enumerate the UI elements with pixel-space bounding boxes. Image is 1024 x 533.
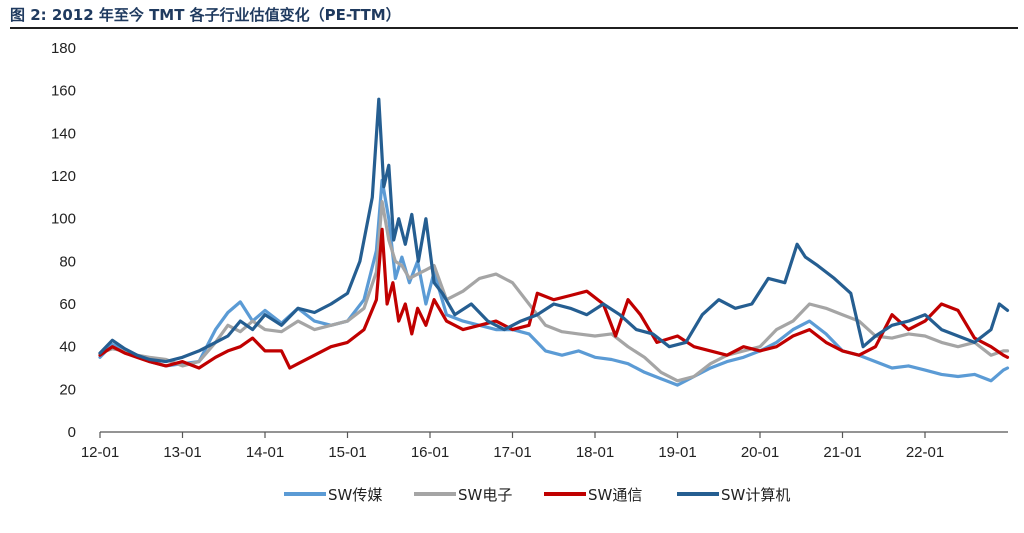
x-axis-ticks: 12-01 13-01 14-01 15-01 16-01 17-01 18-01 19-01…	[81, 432, 944, 461]
legend-label: SW计算机	[721, 486, 790, 504]
y-tick-label: 180	[51, 40, 76, 57]
y-tick-label: 80	[59, 253, 76, 270]
x-tick-label: 19-01	[658, 444, 696, 461]
legend-label: SW通信	[588, 486, 642, 504]
x-tick-label: 15-01	[328, 444, 366, 461]
title-rule	[10, 27, 1018, 29]
x-tick-label: 22-01	[906, 444, 944, 461]
series-line-0	[98, 178, 1010, 387]
figure-title: 图 2: 2012 年至今 TMT 各子行业估值变化（PE-TTM）	[10, 6, 401, 24]
x-tick-label: 20-01	[741, 444, 779, 461]
x-tick-label: 21-01	[823, 444, 861, 461]
x-tick-label: 12-01	[81, 444, 119, 461]
x-tick-label: 13-01	[163, 444, 201, 461]
y-tick-label: 60	[59, 296, 76, 313]
legend: SW传媒 SW电子 SW通信 SW计算机	[284, 486, 790, 504]
y-tick-label: 20	[59, 381, 76, 398]
y-tick-label: 140	[51, 125, 76, 142]
x-tick-label: 16-01	[411, 444, 449, 461]
y-axis-ticks: 0 20 40 60 80 100 120 140 160 180	[51, 40, 76, 441]
y-tick-label: 0	[68, 424, 76, 441]
y-tick-label: 100	[51, 211, 76, 228]
series-lines	[98, 97, 1010, 387]
legend-label: SW传媒	[328, 486, 382, 504]
x-tick-label: 17-01	[493, 444, 531, 461]
series-line-3	[98, 97, 1010, 364]
x-tick-label: 14-01	[246, 444, 284, 461]
x-tick-label: 18-01	[576, 444, 614, 461]
legend-label: SW电子	[458, 486, 512, 504]
y-tick-label: 160	[51, 83, 76, 100]
y-tick-label: 40	[59, 339, 76, 356]
series-line-2	[98, 227, 1010, 370]
y-tick-label: 120	[51, 168, 76, 185]
